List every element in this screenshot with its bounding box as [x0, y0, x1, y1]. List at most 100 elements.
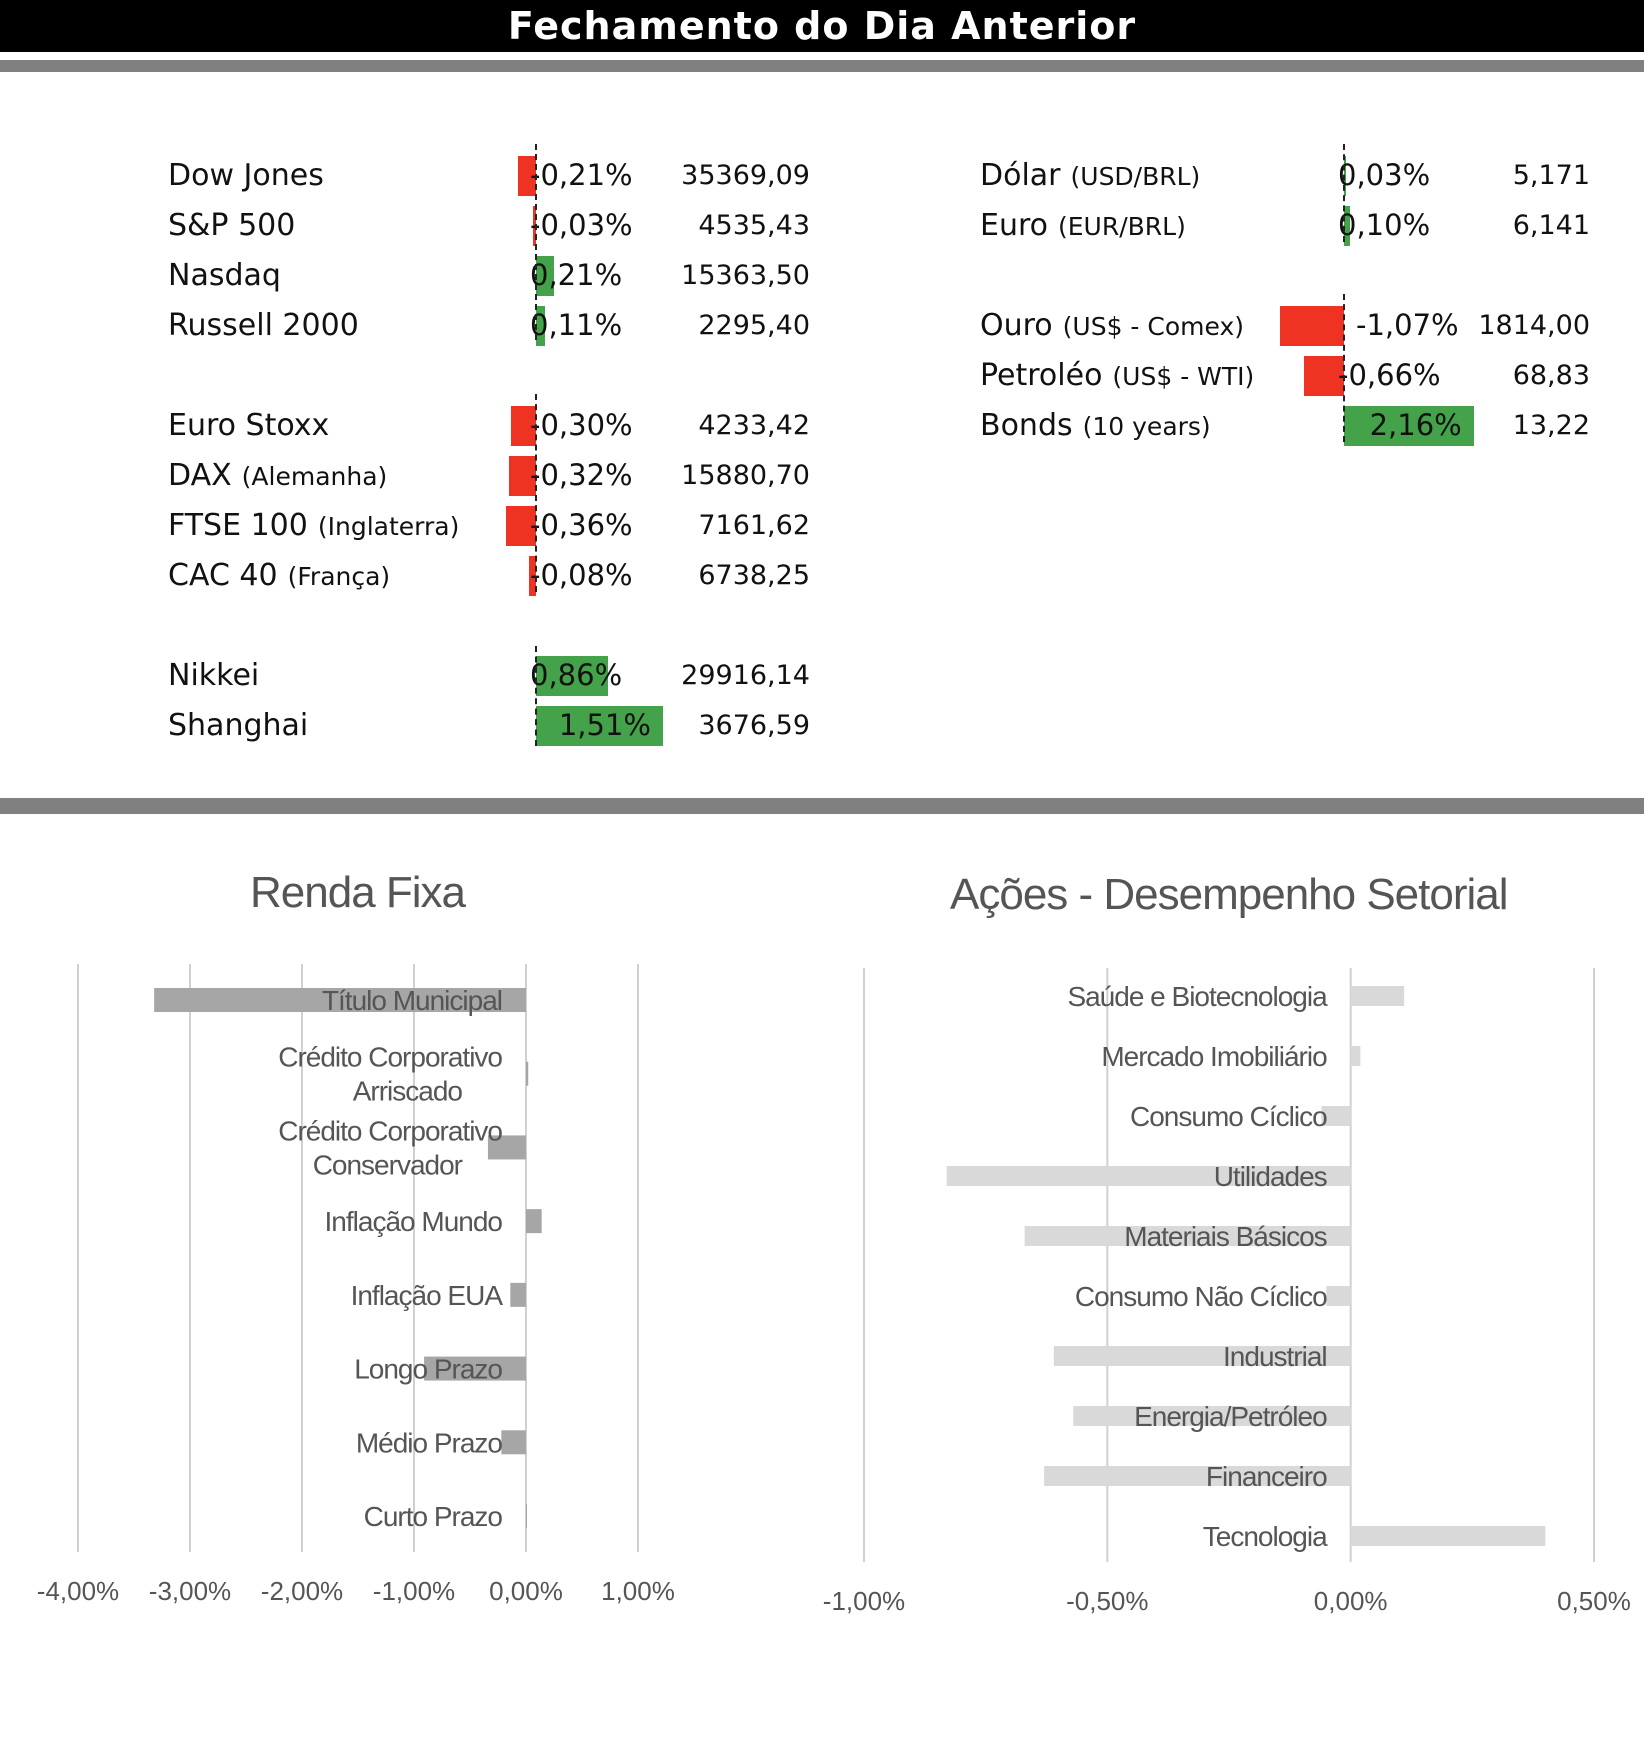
- category-label: Crédito Corporativo Arriscado: [278, 1042, 502, 1107]
- market-name: Ouro (US$ - Comex): [980, 308, 1244, 343]
- market-name: Nikkei: [168, 658, 259, 693]
- index-value: 5,171: [1512, 160, 1590, 191]
- bar: [526, 1504, 527, 1528]
- market-name: FTSE 100 (Inglaterra): [168, 508, 459, 543]
- bar: [1350, 1046, 1361, 1066]
- bar: [946, 1166, 1351, 1186]
- change-bar: [536, 306, 546, 346]
- index-value: 4233,42: [698, 410, 810, 441]
- bar: [501, 1430, 526, 1455]
- bar: [526, 1061, 529, 1086]
- bar: [510, 1282, 526, 1307]
- index-value: 15363,50: [681, 260, 810, 291]
- market-name: Euro (EUR/BRL): [980, 208, 1186, 243]
- x-tick-label: 0,00%: [489, 1576, 563, 1606]
- category-label-line: Conservador: [313, 1149, 463, 1180]
- change-percent: 0,11%: [530, 308, 623, 342]
- market-name: Petroléo (US$ - WTI): [980, 358, 1254, 393]
- change-percent: -0,08%: [530, 558, 633, 592]
- market-name: DAX (Alemanha): [168, 458, 387, 493]
- acoes-setorial-title: Ações - Desempenho Setorial: [950, 870, 1509, 919]
- change-bar: [509, 456, 536, 496]
- market-name-label: Bonds: [980, 408, 1073, 443]
- change-percent: 0,21%: [530, 258, 623, 292]
- bar: [487, 1135, 526, 1160]
- change-percent: 1,51%: [558, 708, 651, 742]
- top-divider: [0, 60, 1644, 72]
- page-title: Fechamento do Dia Anterior: [0, 0, 1644, 52]
- category-label: Materiais Básicos: [1124, 1221, 1326, 1252]
- market-name-sub: (10 years): [1082, 412, 1211, 441]
- market-name: Dólar (USD/BRL): [980, 158, 1200, 193]
- renda-fixa-chart: -4,00% -3,00% -2,00% -1,00% 0,00% 1,00% Título…: [37, 964, 675, 1606]
- market-name-label: DAX: [168, 458, 232, 493]
- change-percent: -0,66%: [1338, 358, 1441, 392]
- bar: [1321, 1106, 1351, 1126]
- change-bar: [536, 256, 554, 296]
- index-value: 2295,40: [698, 310, 810, 341]
- category-label: Saúde e Biotecnologia: [1067, 981, 1328, 1012]
- change-bar: [533, 206, 536, 246]
- bar: [1053, 1346, 1351, 1366]
- category-label-line: Crédito Corporativo: [278, 1115, 502, 1146]
- market-name-label: S&P 500: [168, 208, 296, 243]
- index-value: 15880,70: [681, 460, 810, 491]
- change-bar: [1279, 306, 1344, 346]
- index-value: 3676,59: [698, 710, 810, 741]
- change-bar: [1304, 356, 1344, 396]
- middle-divider: [0, 798, 1644, 814]
- category-label: Curto Prazo: [364, 1501, 503, 1532]
- market-name-label: Petroléo: [980, 358, 1103, 393]
- change-percent: -1,07%: [1356, 308, 1459, 342]
- market-name-label: Dow Jones: [168, 158, 324, 193]
- zero-axis-line: [1343, 294, 1345, 442]
- market-name-label: CAC 40: [168, 558, 278, 593]
- change-percent: -0,21%: [530, 158, 633, 192]
- market-name: Dow Jones: [168, 158, 324, 193]
- bar: [1044, 1466, 1351, 1486]
- change-percent: -0,03%: [530, 208, 633, 242]
- market-name-sub: (USD/BRL): [1070, 162, 1201, 191]
- market-name: Russell 2000: [168, 308, 359, 343]
- change-percent: 0,03%: [1338, 158, 1431, 192]
- bar: [526, 1209, 542, 1234]
- category-label: Consumo Cíclico: [1130, 1101, 1327, 1132]
- change-percent: 0,86%: [530, 658, 623, 692]
- index-value: 1814,00: [1478, 310, 1590, 341]
- change-percent: -0,32%: [530, 458, 633, 492]
- x-tick-label: -0,50%: [1066, 1586, 1148, 1616]
- market-name-sub: (França): [287, 562, 391, 591]
- x-tick-label: -3,00%: [149, 1576, 231, 1606]
- market-name-label: Russell 2000: [168, 308, 359, 343]
- market-name-label: FTSE 100: [168, 508, 308, 543]
- index-value: 68,83: [1512, 360, 1590, 391]
- x-tick-label: -1,00%: [823, 1586, 905, 1616]
- bar: [154, 988, 526, 1012]
- change-bar: [518, 156, 536, 196]
- market-name-label: Euro Stoxx: [168, 408, 330, 443]
- category-label: Inflação EUA: [351, 1280, 504, 1311]
- index-value: 7161,62: [698, 510, 810, 541]
- market-name: CAC 40 (França): [168, 558, 390, 593]
- change-bar: [536, 706, 663, 746]
- change-percent: -0,30%: [530, 408, 633, 442]
- category-label: Utilidades: [1214, 1161, 1327, 1192]
- category-label: Inflação Mundo: [325, 1206, 503, 1237]
- category-label: Energia/Petróleo: [1134, 1401, 1327, 1432]
- market-name-sub: (Inglaterra): [317, 512, 460, 541]
- change-bar: [536, 656, 609, 696]
- market-name: Nasdaq: [168, 258, 281, 293]
- category-label: Longo Prazo: [354, 1354, 502, 1385]
- category-label: Consumo Não Cíclico: [1075, 1281, 1327, 1312]
- bar: [1326, 1286, 1351, 1306]
- x-tick-label: -2,00%: [261, 1576, 343, 1606]
- market-name: Shanghai: [168, 708, 308, 743]
- index-value: 6,141: [1512, 210, 1590, 241]
- market-name: S&P 500: [168, 208, 295, 243]
- x-tick-label: -4,00%: [37, 1576, 119, 1606]
- market-name-sub: (Alemanha): [241, 462, 388, 491]
- change-bar: [505, 506, 536, 546]
- change-percent: 0,10%: [1338, 208, 1431, 242]
- change-bar: [510, 406, 536, 446]
- index-value: 29916,14: [681, 660, 810, 691]
